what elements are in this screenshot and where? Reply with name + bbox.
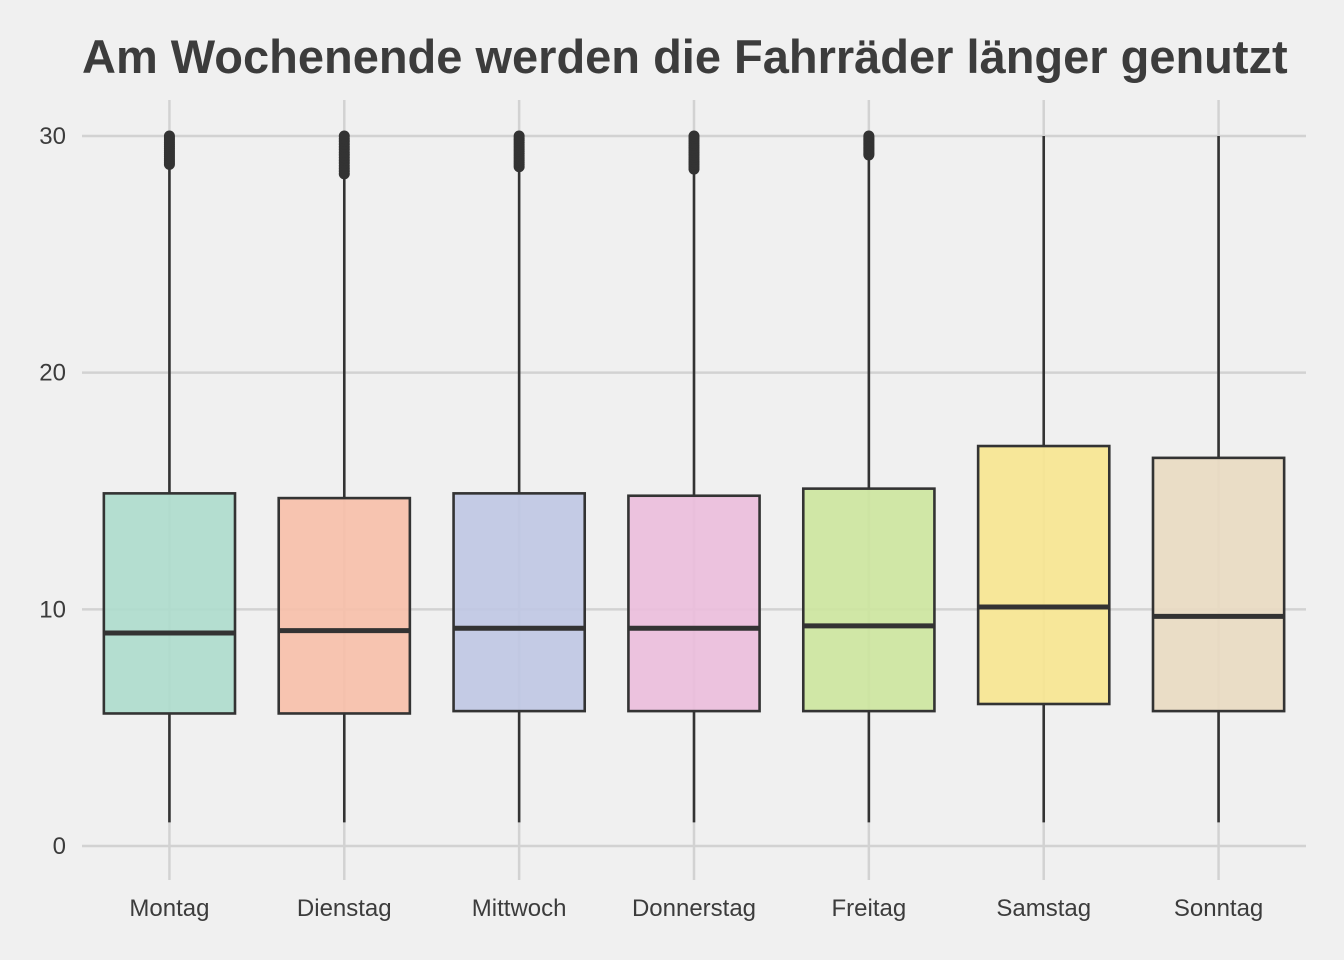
box-iqr — [801, 487, 936, 713]
x-tick-label: Montag — [129, 895, 209, 922]
x-tick-label: Donnerstag — [632, 895, 756, 922]
y-axis-ticks: 0 10 20 30 — [39, 123, 66, 860]
x-tick-label: Sonntag — [1174, 895, 1263, 922]
box-donnerstag — [627, 130, 761, 823]
box-iqr — [452, 492, 587, 713]
box-samstag — [976, 136, 1111, 823]
x-axis-ticks: Montag Dienstag Mittwoch Donnerstag Freitag S… — [129, 895, 1263, 922]
x-tick-label: Samstag — [996, 895, 1091, 922]
y-tick-label: 10 — [39, 596, 66, 623]
x-tick-label: Mittwoch — [472, 895, 567, 922]
box-iqr — [976, 444, 1111, 706]
box-montag — [102, 130, 237, 823]
y-tick-label: 30 — [39, 123, 66, 150]
box-dienstag — [277, 130, 412, 823]
outlier-point — [513, 130, 525, 142]
outlier-point — [688, 130, 700, 142]
outlier-point — [863, 130, 875, 142]
box-sonntag — [1151, 136, 1286, 823]
chart-title: Am Wochenende werden die Fahrräder länge… — [82, 30, 1288, 83]
box-freitag — [801, 130, 936, 823]
outlier-point — [163, 130, 175, 142]
box-iqr — [627, 494, 761, 713]
x-tick-label: Freitag — [832, 895, 907, 922]
y-tick-label: 0 — [53, 833, 66, 860]
box-iqr — [277, 496, 412, 715]
box-iqr — [102, 492, 237, 715]
box-iqr — [1151, 456, 1286, 713]
x-tick-label: Dienstag — [297, 895, 392, 922]
box-mittwoch — [452, 130, 587, 823]
boxes — [102, 130, 1286, 823]
outlier-point — [338, 130, 350, 142]
y-tick-label: 20 — [39, 360, 66, 387]
